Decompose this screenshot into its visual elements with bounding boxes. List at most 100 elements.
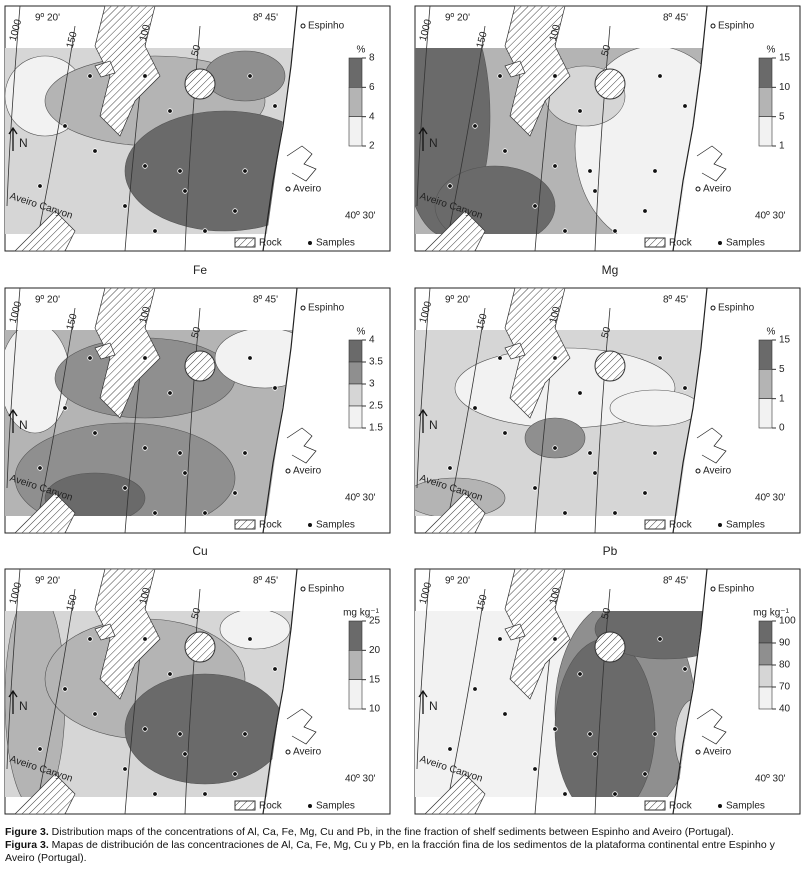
sample-point [682,666,688,672]
legend-tick-label: 20 [369,645,381,656]
legend-tick-label: 90 [779,638,791,649]
town-marker [285,186,291,192]
town-label: Espinho [718,303,755,314]
sample-point [242,168,248,174]
sample-point [652,450,658,456]
longitude-label: 8º 45' [253,576,278,587]
legend-unit: % [767,45,776,56]
sample-point [552,163,558,169]
caption: Figure 3. Distribution maps of the conce… [5,826,800,865]
sample-point [92,711,98,717]
isobath-label: 100 [548,586,563,605]
legend-rock-swatch [234,237,256,248]
north-label: N [19,418,28,432]
town-marker [710,305,716,311]
sample-point [232,490,238,496]
legend-sample-label: Samples [726,238,765,249]
lagoon [286,708,317,745]
sample-point [232,771,238,777]
isobath-label: 100 [138,305,153,324]
isobath-label: 150 [65,593,80,612]
latitude-label: 40º 30' [755,774,786,785]
figure: 9º 20' 8º 45' Espinho Aveiro 40º 30' Aveiro C… [4,5,801,815]
legend-swatch [758,642,773,666]
town-label: Espinho [718,21,755,32]
legend-tick-label: 15 [779,53,791,64]
panel-title: Cu [192,544,207,558]
legend-tick-label: 2.5 [369,401,383,412]
sample-point [242,731,248,737]
sample-point [532,766,538,772]
rock-outcrop [184,631,216,663]
sample-point [552,726,558,732]
rock-outcrop [94,60,116,78]
town-label: Aveiro [293,184,322,195]
isobath-label: 150 [65,30,80,49]
longitude-label: 9º 20' [35,576,60,587]
isobath-label: 50 [600,606,614,620]
north-arrow [8,126,18,151]
legend-unit: mg kg⁻¹ [753,608,790,619]
north-arrow [8,408,18,433]
panel-title: Fe [193,263,207,277]
legend-swatch [758,398,773,429]
rock-outcrop [94,623,116,641]
town-label: Aveiro [703,184,732,195]
caption-label: Figura 3. [5,839,49,851]
sample-point [122,485,128,491]
legend-tick-label: 25 [369,616,381,627]
legend-swatch [758,116,773,147]
sample-point [247,636,253,642]
caption-text: Distribution maps of the concentrations … [48,826,734,838]
sample-point [682,103,688,109]
legend-sample-dot [308,804,312,808]
sample-point [502,711,508,717]
sample-point [587,450,593,456]
isobath-label: 100 [138,23,153,42]
legend-unit: % [357,327,366,338]
legend-swatch [348,383,363,407]
isobath [444,25,486,252]
sample-point [502,430,508,436]
isobath [416,5,431,207]
sample-point [152,228,158,234]
legend-swatch [758,369,773,399]
legend-tick-label: 4 [369,111,375,122]
legend-sample-label: Samples [726,520,765,531]
legend-rock-swatch [644,800,666,811]
legend-rock-label: Rock [259,238,283,249]
legend-unit: % [767,327,776,338]
sample-point [37,465,43,471]
town-marker [695,468,701,474]
latitude-label: 40º 30' [345,493,376,504]
sample-point [502,148,508,154]
sample-point [152,510,158,516]
sample-point [612,510,618,516]
latitude-label: 40º 30' [755,211,786,222]
sample-point [472,405,478,411]
legend-rock-label: Rock [669,520,693,531]
isobath [6,568,21,770]
sample-point [232,208,238,214]
sample-point [167,671,173,677]
legend-tick-label: 3.5 [369,357,383,368]
town-label: Aveiro [703,466,732,477]
sample-point [182,751,188,757]
isobath [594,588,611,815]
north-label: N [429,699,438,713]
town-marker [285,468,291,474]
lagoon [286,427,317,464]
sample-point [652,168,658,174]
legend-swatch [348,650,363,680]
sample-point [657,73,663,79]
rock-outcrop [504,5,571,137]
isobath-label: 150 [65,312,80,331]
town-marker [300,586,306,592]
legend-swatch [348,339,363,363]
isobath [594,307,611,534]
sample-point [202,791,208,797]
rock-outcrop [94,568,161,700]
